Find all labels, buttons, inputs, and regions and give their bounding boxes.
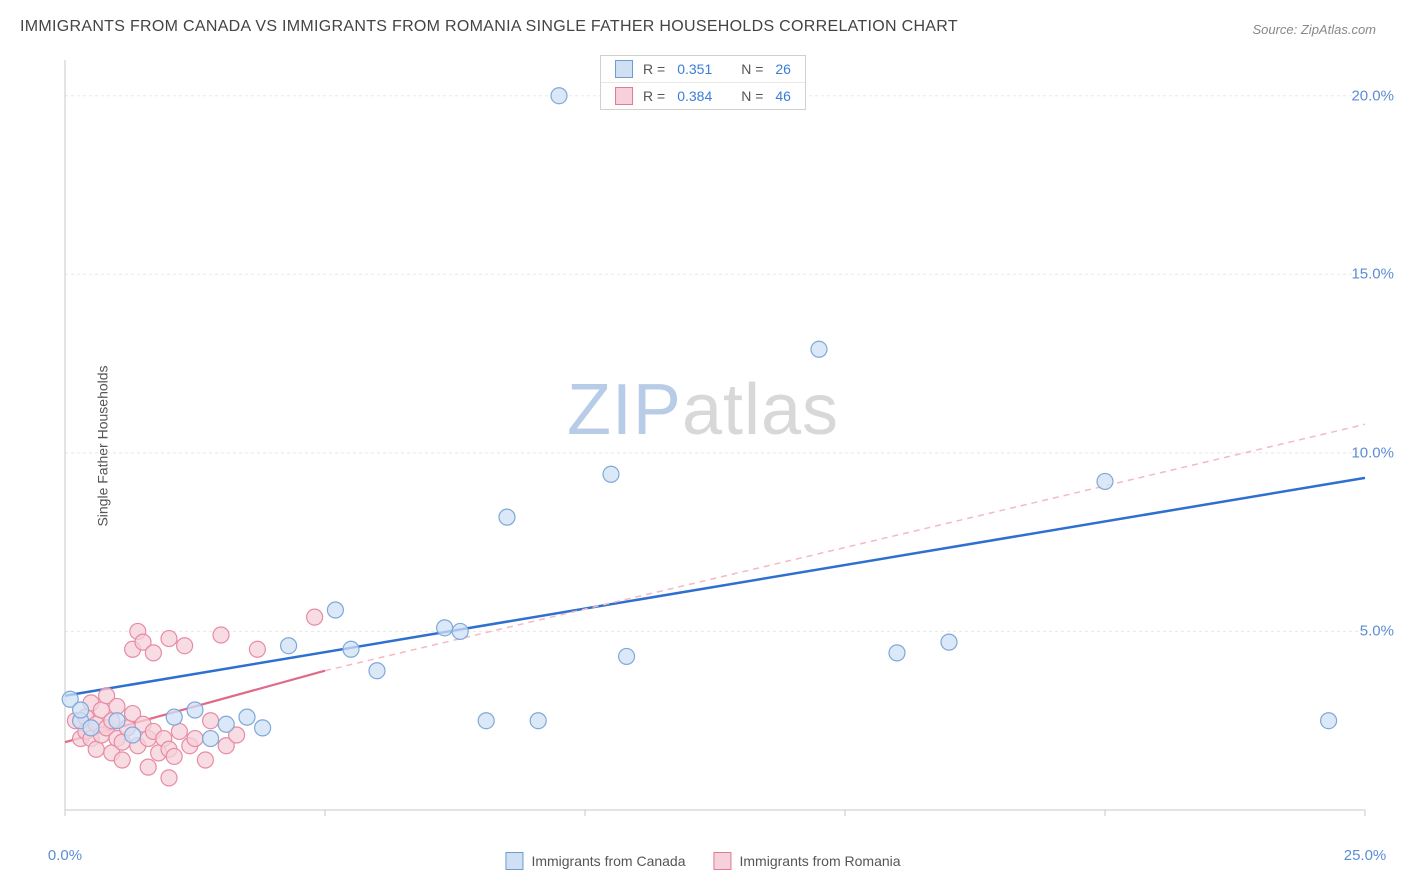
legend-item-romania: Immigrants from Romania [714, 852, 901, 870]
chart-title: IMMIGRANTS FROM CANADA VS IMMIGRANTS FRO… [20, 18, 958, 36]
scatter-plot-svg [55, 50, 1375, 830]
correlation-legend: R = 0.351 N = 26 R = 0.384 N = 46 [600, 55, 806, 110]
legend-row-romania: R = 0.384 N = 46 [601, 83, 805, 109]
r-value-canada: 0.351 [677, 61, 723, 77]
x-tick-label: 25.0% [1344, 847, 1387, 864]
y-tick-label: 10.0% [1351, 444, 1394, 461]
n-label: N = [741, 88, 763, 104]
y-tick-label: 15.0% [1351, 266, 1394, 283]
legend-item-canada: Immigrants from Canada [505, 852, 685, 870]
x-tick-label: 0.0% [48, 847, 82, 864]
swatch-canada-icon [505, 852, 523, 870]
y-tick-label: 20.0% [1351, 87, 1394, 104]
n-value-romania: 46 [775, 88, 791, 104]
r-label: R = [643, 61, 665, 77]
n-label: N = [741, 61, 763, 77]
chart-plot-area [55, 50, 1375, 830]
legend-label-canada: Immigrants from Canada [531, 853, 685, 869]
legend-label-romania: Immigrants from Romania [740, 853, 901, 869]
swatch-romania-icon [714, 852, 732, 870]
source-attribution: Source: ZipAtlas.com [1252, 22, 1376, 37]
series-legend: Immigrants from Canada Immigrants from R… [505, 852, 900, 870]
swatch-romania [615, 87, 633, 105]
r-label: R = [643, 88, 665, 104]
swatch-canada [615, 60, 633, 78]
n-value-canada: 26 [775, 61, 791, 77]
r-value-romania: 0.384 [677, 88, 723, 104]
legend-row-canada: R = 0.351 N = 26 [601, 56, 805, 83]
y-tick-label: 5.0% [1360, 623, 1394, 640]
